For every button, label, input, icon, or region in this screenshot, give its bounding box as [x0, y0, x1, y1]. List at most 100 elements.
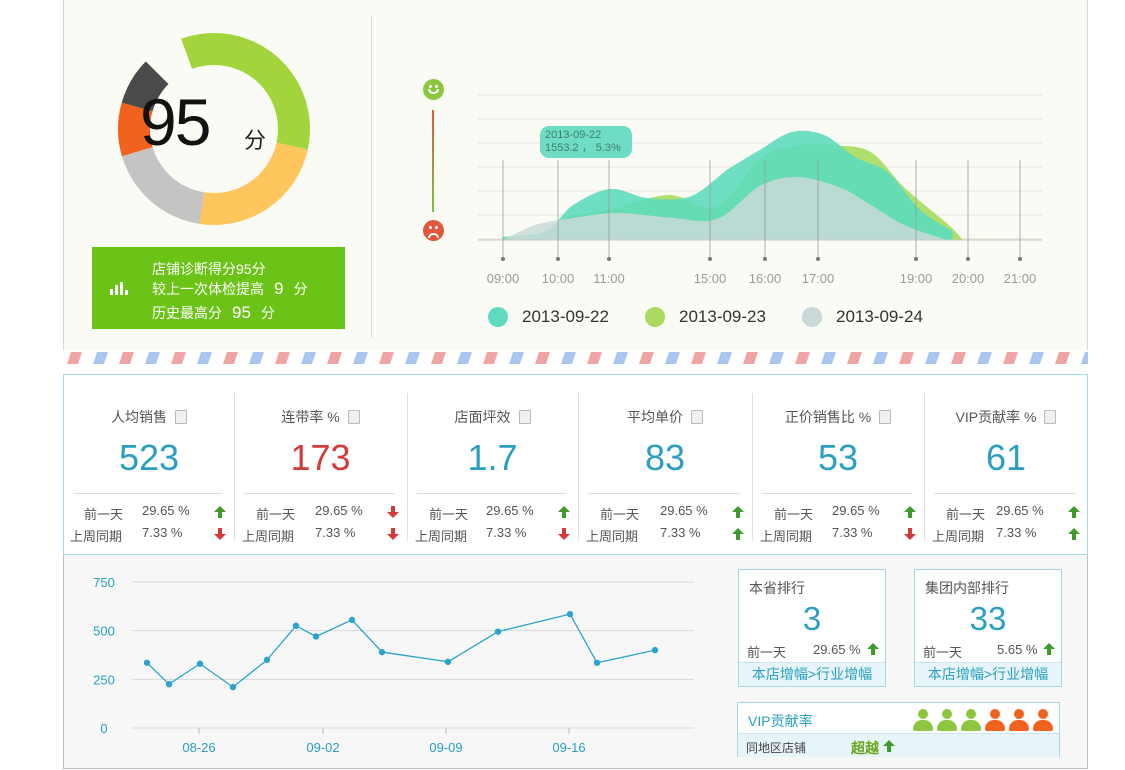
line-x-label: 09-02 — [306, 740, 339, 755]
person-icon — [985, 709, 1005, 731]
kpi-prev-label: 前一天 — [600, 507, 640, 522]
stripe — [275, 352, 290, 364]
line-point — [444, 658, 452, 666]
kpi-rule — [417, 493, 566, 494]
stripe — [379, 352, 394, 364]
document-icon[interactable] — [879, 410, 892, 424]
document-icon[interactable] — [518, 410, 531, 424]
stripe — [249, 352, 264, 364]
score-gauge — [117, 32, 310, 225]
stripe — [925, 352, 940, 364]
document-icon[interactable] — [175, 410, 187, 424]
stripe — [977, 352, 992, 364]
kpi-separator — [578, 393, 579, 541]
kpi-card-1: 连带率 % 173 前一天 29.65 % 上周同期 7.33 % — [234, 375, 407, 554]
stripe — [457, 352, 472, 364]
kpi-title-text: 平均单价 — [627, 409, 683, 425]
kpi-separator — [234, 393, 235, 541]
kpi-title: 人均销售 — [64, 407, 234, 427]
line-point — [378, 648, 386, 656]
province-rank-card: 本省排行 3 前一天 29.65 % 本店增幅>行业增幅 — [738, 569, 886, 687]
stripe — [691, 352, 706, 364]
kpi-prev-label: 前一天 — [429, 507, 469, 522]
kpi-week-label: 上周同期 — [70, 529, 123, 544]
kpi-value: 1.7 — [467, 437, 518, 478]
kpi-prev-label: 前一天 — [946, 507, 986, 522]
kpi-title: 正价销售比 % — [752, 407, 924, 427]
legend-dot-0923 — [645, 307, 665, 327]
stripe — [873, 352, 888, 364]
line-y-tick: 750 — [93, 575, 115, 590]
kpi-prev-label: 前一天 — [84, 507, 124, 522]
kpi-separator — [407, 393, 408, 541]
kpi-title: 连带率 % — [234, 407, 407, 427]
kpi-separator — [752, 393, 753, 541]
stripe — [769, 352, 784, 364]
kpi-value: 61 — [985, 437, 1027, 478]
document-icon[interactable] — [1044, 410, 1057, 424]
vertical-divider — [371, 16, 372, 338]
legend-label-0923: 2013-09-23 — [679, 307, 766, 326]
kpi-prev-pct: 29.65 % — [996, 503, 1044, 518]
stripe — [1003, 352, 1018, 364]
kpi-week-label: 上周同期 — [932, 529, 985, 544]
kpi-title: 店面坪效 — [407, 407, 578, 427]
score-unit: 分 — [244, 128, 267, 153]
document-icon[interactable] — [691, 410, 703, 424]
kpi-title-text: 店面坪效 — [454, 409, 511, 425]
vip-card: VIP贡献率 同地区店铺 超越 — [737, 702, 1060, 757]
kpi-week-pct: 7.33 % — [660, 525, 701, 540]
kpi-panel: 人均销售 523 前一天 29.65 % 上周同期 7.33 % 连带率 % 173 前一天 29… — [63, 374, 1088, 555]
province-rank-pct: 29.65 % — [813, 642, 861, 657]
arrow-up-icon — [558, 506, 570, 518]
line-point — [312, 633, 320, 640]
arrow-up-icon — [1043, 643, 1055, 655]
province-rank-prev-label: 前一天 — [747, 645, 787, 660]
stripe — [561, 352, 576, 364]
stripe — [535, 352, 550, 364]
kpi-week-label: 上周同期 — [760, 529, 813, 544]
legend-item-0922[interactable]: 2013-09-22 — [488, 306, 609, 328]
arrow-up-icon — [1068, 506, 1080, 518]
kpi-title-text: 连带率 % — [281, 409, 340, 425]
line-point — [196, 660, 204, 667]
line-point — [348, 616, 356, 624]
stripe — [223, 352, 238, 364]
bar-chart-icon — [110, 282, 128, 295]
line-point — [143, 659, 151, 666]
stripe — [847, 352, 862, 364]
legend-item-0924[interactable]: 2013-09-24 — [802, 306, 923, 328]
stripe — [327, 352, 342, 364]
diagnosis-line-2: 较上一次体检提高 9 分 — [152, 279, 307, 299]
vip-footer: 同地区店铺 超越 — [738, 733, 1059, 757]
arrow-up-icon — [883, 740, 895, 752]
line-point — [229, 683, 237, 691]
group-rank-footer: 本店增幅>行业增幅 — [915, 662, 1061, 686]
legend-item-0923[interactable]: 2013-09-23 — [645, 306, 766, 328]
area-series-2013-09-24 — [503, 176, 948, 240]
area-x-label: 09:00 — [487, 271, 520, 286]
area-x-dot — [556, 257, 560, 261]
legend-label-0922: 2013-09-22 — [522, 307, 609, 326]
area-x-dot — [1018, 257, 1022, 261]
kpi-prev-label: 前一天 — [256, 507, 296, 522]
diagnosis-line-3: 历史最高分 95 分 — [152, 303, 275, 323]
diagnosis-improve-value: 9 — [274, 279, 284, 298]
legend-dot-0924 — [802, 307, 822, 327]
line-series — [146, 613, 656, 688]
group-rank-title: 集团内部排行 — [925, 580, 1009, 596]
line-point — [651, 646, 659, 654]
person-icon — [913, 709, 933, 731]
arrow-down-icon — [558, 528, 570, 540]
striped-divider — [67, 352, 1088, 364]
stripe — [1081, 352, 1088, 364]
group-rank-prev-label: 前一天 — [923, 645, 963, 660]
stripe — [1029, 352, 1044, 364]
kpi-week-pct: 7.33 % — [315, 525, 356, 540]
person-icon — [1033, 709, 1053, 731]
document-icon[interactable] — [347, 410, 360, 424]
arrow-down-icon — [387, 506, 399, 518]
stripe — [405, 352, 420, 364]
arrow-up-icon — [904, 506, 916, 518]
kpi-separator — [924, 393, 925, 541]
